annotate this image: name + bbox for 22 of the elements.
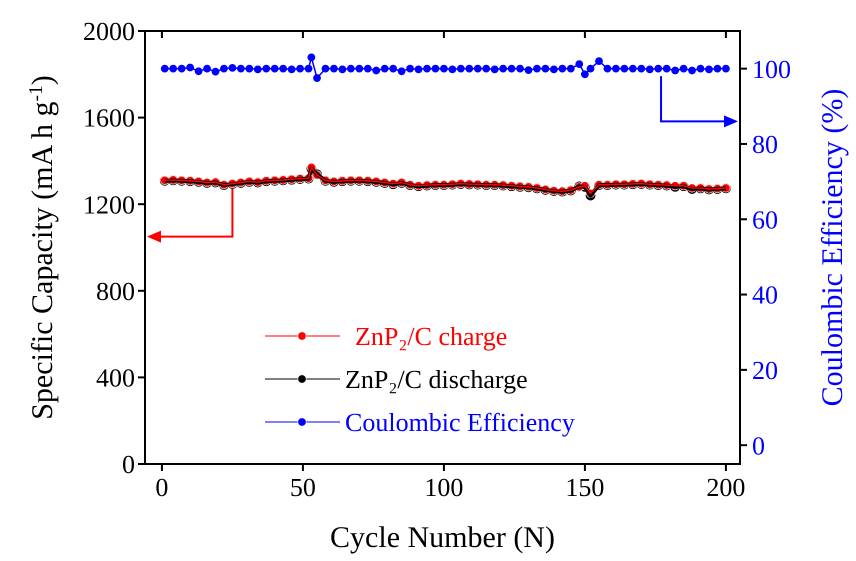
y-tick-label: 0: [122, 450, 135, 480]
y-tick-label: 400: [96, 364, 135, 392]
y-tick-label: 1200: [83, 190, 135, 220]
x-tick-label: 100: [424, 473, 464, 502]
y2-axis-title: Coulombic Efficiency (%): [816, 88, 849, 406]
legend-label: ZnP₂/C discharge: [345, 365, 528, 394]
x-axis-title: Cycle Number (N): [330, 521, 555, 554]
y2-tick-label: 0: [752, 431, 765, 460]
y2-tick-label: 80: [752, 130, 778, 160]
y2-tick-label: 40: [752, 280, 778, 310]
y-tick-label: 1600: [83, 104, 135, 133]
x-tick-label: 150: [565, 473, 604, 502]
x-tick-label: 0: [155, 473, 168, 502]
x-tick-label: 50: [290, 473, 316, 502]
y2-tick-label: 20: [752, 356, 778, 385]
y2-tick-label: 60: [752, 205, 778, 234]
y-tick-label: 2000: [83, 17, 135, 46]
x-tick-label: 200: [706, 473, 746, 502]
y2-tick-label: 100: [752, 54, 791, 84]
legend-label: ZnP₂/C charge: [355, 322, 508, 352]
legend-label: Coulombic Efficiency: [345, 408, 575, 438]
y-tick-label: 800: [96, 276, 135, 306]
